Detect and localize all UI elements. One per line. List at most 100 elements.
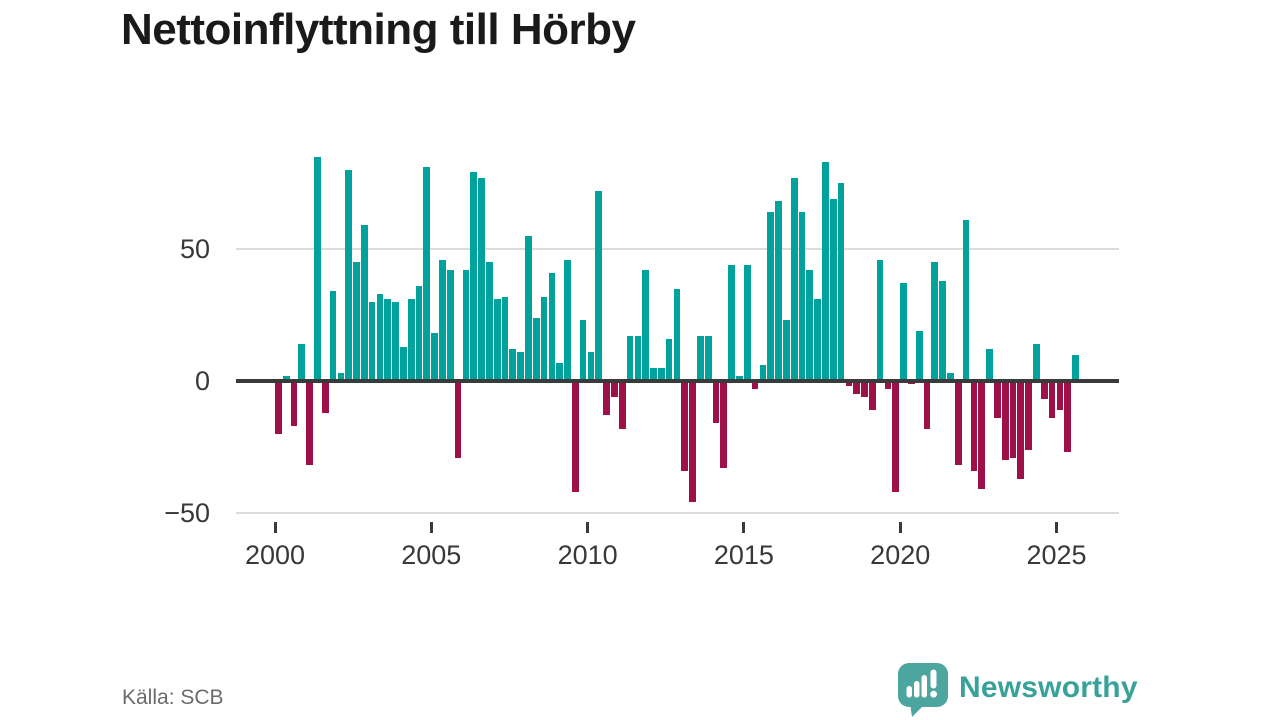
- bar-2015-q1: [743, 264, 751, 381]
- bar-2010-q3: [603, 381, 610, 416]
- y-axis-label: 0: [194, 366, 210, 396]
- bar-2001-q2: [314, 156, 321, 381]
- bar-2008-q3: [540, 296, 548, 381]
- bar-2021-q2: [939, 280, 946, 381]
- bar-2005-q4: [454, 381, 462, 458]
- x-axis-label: 2000: [244, 540, 306, 570]
- bar-2017-q3: [822, 161, 829, 381]
- bar-2003-q3: [384, 299, 392, 381]
- bar-2008-q4: [548, 272, 556, 381]
- bar-2001-q3: [321, 381, 329, 413]
- bar-2003-q1: [368, 301, 376, 381]
- bar-2012-q2: [657, 367, 665, 381]
- bar-2009-q2: [564, 259, 571, 381]
- bar-2005-q1: [431, 333, 438, 381]
- bar-2017-q2: [814, 299, 821, 381]
- bar-2007-q3: [509, 349, 517, 381]
- bar-2005-q3: [446, 270, 454, 381]
- bar-2000-q3: [290, 381, 298, 426]
- bar-2010-q4: [611, 381, 618, 397]
- x-axis-label: 2005: [401, 540, 462, 570]
- bar-2024-q3: [1040, 381, 1048, 400]
- bar-2012-q1: [650, 367, 657, 381]
- bar-2001-q1: [306, 381, 313, 466]
- tick-mark-2000: [273, 522, 277, 533]
- bar-2023-q4: [1017, 381, 1025, 479]
- bar-2013-q3: [697, 336, 704, 381]
- newsworthy-logo-icon: [898, 663, 948, 717]
- bar-2003-q2: [376, 293, 384, 381]
- bar-2021-q4: [954, 381, 962, 466]
- bar-2000-q2: [282, 375, 290, 381]
- tick-mark-2025: [1055, 522, 1059, 533]
- tick-mark-2020: [898, 522, 902, 533]
- bar-2018-q3: [853, 381, 861, 395]
- bar-2014-q4: [736, 375, 743, 381]
- bar-2008-q1: [525, 235, 532, 381]
- bar-2009-q1: [556, 362, 564, 381]
- bar-2019-q4: [892, 381, 900, 492]
- bar-2023-q3: [1009, 381, 1017, 458]
- bar-2004-q4: [423, 167, 431, 381]
- newsworthy-brand: Newsworthy: [897, 662, 1138, 718]
- x-axis-label: 2020: [870, 540, 931, 570]
- y-axis-label: 50: [179, 234, 210, 264]
- bar-2016-q4: [798, 212, 806, 381]
- bar-2014-q1: [712, 381, 720, 424]
- bar-2006-q2: [470, 172, 478, 381]
- bar-2016-q2: [783, 320, 790, 381]
- bar-2011-q1: [618, 381, 626, 429]
- gridline-50: [236, 248, 1119, 250]
- x-axis-label: 2010: [557, 540, 618, 570]
- bar-2024-q4: [1048, 381, 1056, 418]
- bar-2013-q1: [681, 381, 689, 471]
- bar-2023-q2: [1001, 381, 1009, 461]
- bar-2014-q2: [720, 381, 728, 469]
- bar-2011-q4: [642, 270, 649, 381]
- newsworthy-wordmark: Newsworthy: [959, 671, 1138, 704]
- tick-mark-2010: [586, 522, 590, 533]
- bar-2012-q3: [665, 338, 673, 381]
- bar-2025-q3: [1072, 354, 1079, 381]
- bar-2011-q2: [626, 336, 634, 381]
- bar-2002-q1: [337, 373, 345, 381]
- bar-2010-q2: [595, 190, 603, 381]
- bar-2000-q4: [298, 344, 306, 381]
- x-axis-label: 2025: [1026, 540, 1087, 570]
- bar-2004-q3: [415, 285, 423, 381]
- bar-2022-q1: [962, 219, 970, 381]
- bar-2002-q3: [353, 262, 360, 381]
- source-note: Källa: SCB: [122, 686, 224, 709]
- bar-2020-q1: [900, 283, 907, 381]
- bar-2007-q1: [493, 299, 501, 381]
- bar-2021-q1: [931, 262, 939, 381]
- bar-2002-q4: [360, 225, 368, 381]
- bar-2020-q4: [923, 381, 931, 429]
- bar-2001-q4: [329, 291, 337, 381]
- gridline--50: [236, 512, 1119, 514]
- bar-2003-q4: [392, 301, 399, 381]
- bar-2008-q2: [532, 317, 540, 381]
- bar-2024-q1: [1025, 381, 1032, 450]
- bar-2011-q3: [634, 336, 642, 381]
- y-axis-label: −50: [164, 498, 210, 528]
- bar-2006-q4: [486, 262, 493, 381]
- bar-2015-q2: [751, 381, 759, 389]
- bar-2018-q2: [845, 381, 853, 387]
- bar-2017-q1: [806, 270, 814, 381]
- bar-2000-q1: [275, 381, 282, 434]
- bar-2004-q1: [400, 346, 407, 381]
- bar-2016-q1: [775, 201, 782, 381]
- bar-2019-q3: [884, 381, 892, 389]
- bar-2015-q3: [759, 365, 767, 381]
- bar-2002-q2: [345, 169, 353, 381]
- bar-2016-q3: [790, 177, 798, 381]
- bar-2013-q4: [704, 336, 712, 381]
- chart-title: Nettoinflyttning till Hörby: [121, 5, 636, 54]
- bar-2010-q1: [587, 351, 595, 381]
- bar-2007-q4: [517, 351, 524, 381]
- bar-2009-q3: [571, 381, 579, 492]
- bar-2019-q1: [868, 381, 876, 411]
